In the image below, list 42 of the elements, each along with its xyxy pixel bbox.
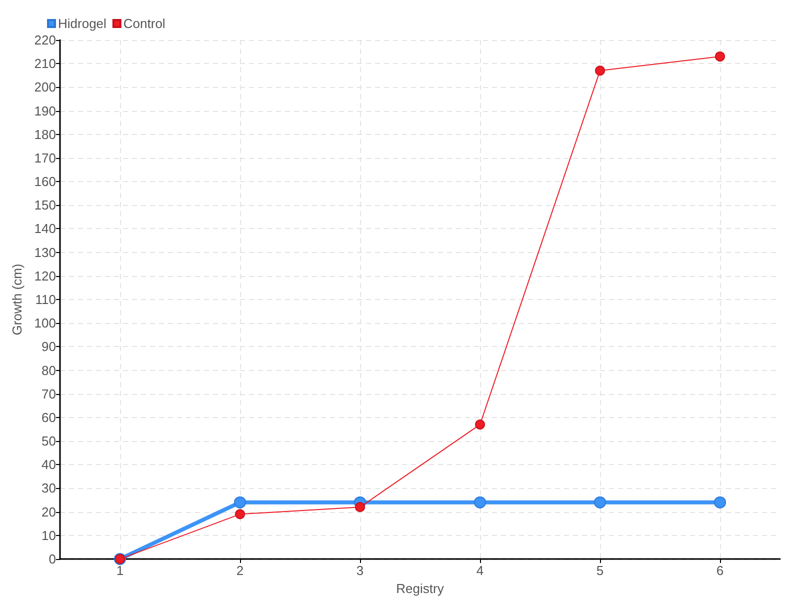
y-tick-label: 100 (34, 316, 56, 331)
point (715, 52, 725, 62)
x-tick-label: 2 (236, 563, 244, 578)
x-tick-label: 5 (596, 563, 604, 578)
y-tick-label: 140 (34, 221, 56, 236)
x-tick-label: 1 (116, 563, 124, 578)
point (594, 496, 606, 508)
y-tick-label: 190 (34, 103, 56, 118)
y-tick-label: 130 (34, 244, 56, 260)
x-tick-label: 4 (476, 563, 484, 578)
legend-label: Control (123, 16, 166, 31)
y-tick-label: 210 (34, 56, 56, 72)
y-tick-label: 40 (42, 457, 56, 472)
point (234, 496, 246, 508)
point (595, 66, 605, 76)
y-tick-label: 10 (42, 528, 56, 543)
point (355, 502, 365, 512)
point (475, 420, 485, 430)
x-tick-label: 6 (716, 563, 724, 578)
y-tick-label: 150 (34, 198, 56, 213)
y-tick-label: 110 (35, 292, 56, 307)
y-tick-label: 220 (34, 32, 56, 48)
x-tick-label: 3 (356, 563, 364, 578)
y-tick-label: 0 (48, 552, 56, 566)
y-tick-label: 170 (34, 150, 56, 166)
y-tick-label: 90 (42, 339, 56, 354)
y-tick-label: 120 (34, 268, 56, 284)
y-tick-label: 80 (42, 362, 56, 378)
point (474, 496, 486, 508)
y-tick-label: 30 (42, 480, 56, 496)
y-tick-label: 180 (34, 126, 56, 142)
y-tick-label: 20 (42, 504, 56, 520)
y-tick-label: 160 (34, 174, 56, 190)
y-tick-label: 50 (42, 434, 56, 449)
legend-label: Hidrogel (58, 16, 107, 31)
y-tick-label: 70 (42, 386, 56, 402)
y-axis-title: Growth (cm) (9, 264, 24, 336)
x-axis-title: Registry (396, 580, 444, 596)
y-tick-label: 60 (42, 410, 56, 425)
point (714, 496, 726, 508)
y-tick-label: 200 (34, 80, 56, 95)
point (235, 509, 245, 520)
